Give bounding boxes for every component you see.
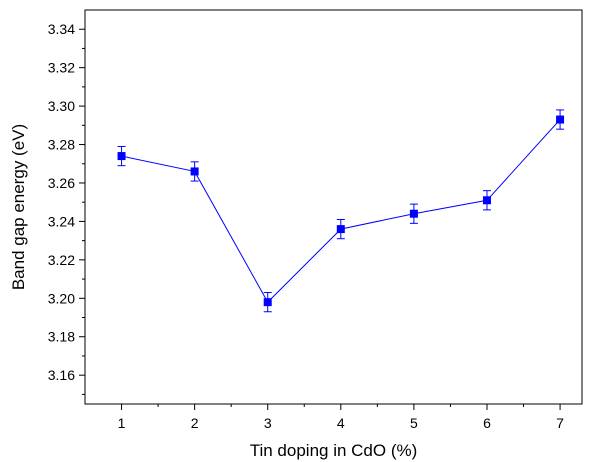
data-point <box>190 167 199 176</box>
y-tick-label: 3.22 <box>48 252 75 268</box>
y-tick-label: 3.34 <box>48 21 75 37</box>
x-axis: 1 2 3 4 5 6 7 <box>118 404 564 431</box>
x-tick-label: 4 <box>337 415 345 431</box>
y-tick-label: 3.20 <box>48 290 75 306</box>
y-tick-label: 3.24 <box>48 213 75 229</box>
x-tick-label: 6 <box>483 415 491 431</box>
series-line <box>121 119 561 303</box>
y-axis-title: Band gap energy (eV) <box>9 124 28 290</box>
plot-frame <box>84 9 583 405</box>
data-point <box>117 152 126 161</box>
data-point <box>556 115 565 124</box>
data-point <box>482 196 491 205</box>
data-point <box>409 209 418 218</box>
y-tick-label: 3.30 <box>48 98 75 114</box>
y-axis: 3.16 3.18 3.20 3.22 3.24 3.26 3.28 3.30 3.32 3.34 <box>48 21 85 395</box>
plot-area <box>84 9 583 405</box>
x-tick-label: 5 <box>410 415 418 431</box>
y-tick-label: 3.26 <box>48 175 75 191</box>
y-tick-label: 3.32 <box>48 60 75 76</box>
x-tick-label: 7 <box>556 415 564 431</box>
data-point <box>336 225 345 234</box>
y-tick-label: 3.28 <box>48 137 75 153</box>
y-tick-label: 3.18 <box>48 329 75 345</box>
series-layer <box>117 109 565 313</box>
x-axis-title: Tin doping in CdO (%) <box>250 441 418 460</box>
x-tick-label: 2 <box>191 415 199 431</box>
x-tick-label: 1 <box>118 415 126 431</box>
y-tick-label: 3.16 <box>48 367 75 383</box>
data-point <box>263 298 272 307</box>
x-tick-label: 3 <box>264 415 272 431</box>
